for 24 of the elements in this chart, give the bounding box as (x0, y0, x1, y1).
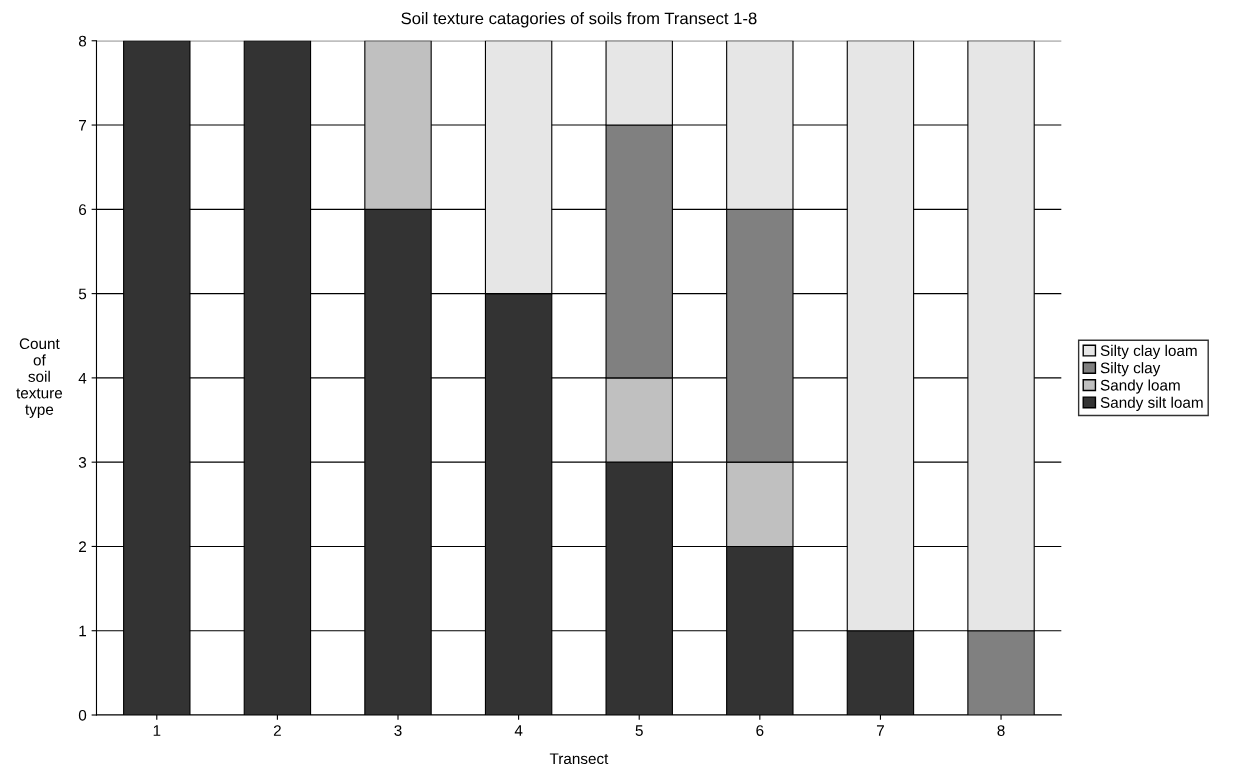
x-axis-title: Transect (549, 753, 609, 765)
y-tick-label: 0 (78, 709, 87, 721)
y-tick-label: 4 (78, 372, 87, 384)
y-axis-title: Count of soil texture type (16, 338, 63, 418)
legend-label: Sandy silt loam (1100, 396, 1203, 411)
y-tick-label: 8 (78, 35, 87, 47)
x-tick-label: 5 (635, 725, 643, 736)
x-tick-label: 4 (514, 725, 523, 736)
legend-label: Silty clay (1100, 362, 1161, 377)
x-tick-label: 1 (153, 725, 161, 736)
y-tick-label: 2 (79, 541, 86, 552)
y-tick-label: 6 (79, 204, 87, 216)
y-tick-label: 1 (79, 625, 87, 637)
legend-label: Sandy loam (1100, 379, 1180, 394)
y-tick-label: 5 (78, 288, 87, 300)
x-tick-label: 6 (756, 725, 764, 736)
x-tick-label: 8 (997, 725, 1005, 736)
x-tick-label: 7 (876, 725, 884, 736)
chart-title: Soil texture catagories of soils from Transect 1-8 (401, 12, 757, 28)
x-tick-label: 3 (394, 725, 402, 736)
legend-label: Silty clay loam (1100, 344, 1197, 360)
x-tick-label: 2 (273, 725, 281, 736)
y-tick-label: 7 (79, 120, 86, 131)
y-tick-label: 3 (78, 457, 87, 468)
